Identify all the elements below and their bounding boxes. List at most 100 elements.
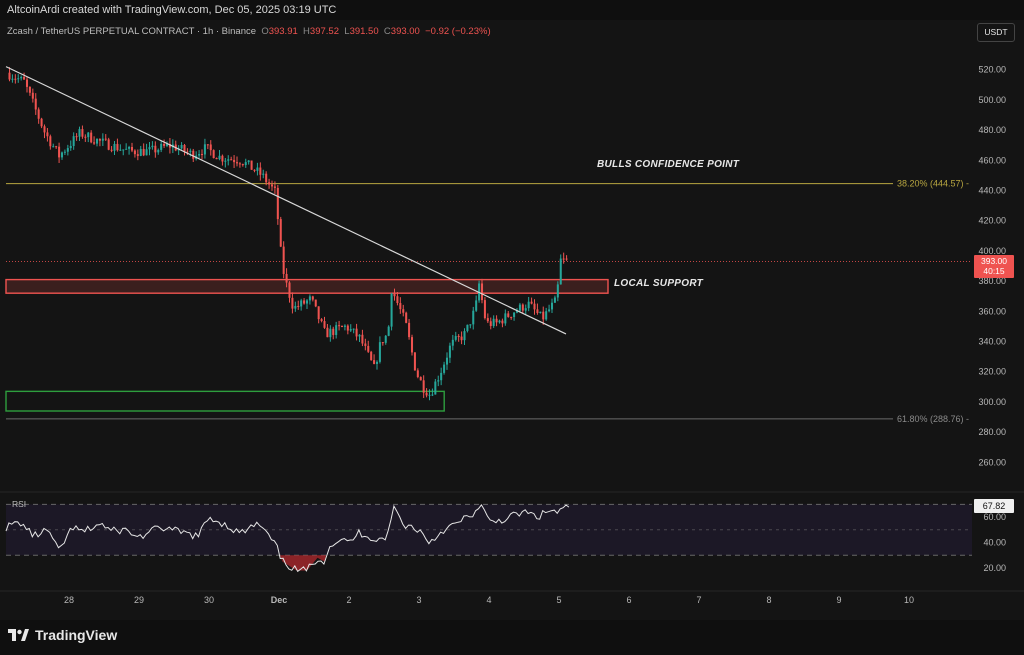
candle-body	[265, 173, 268, 183]
candle-body	[451, 339, 454, 346]
candle-body	[367, 345, 370, 352]
candle-body	[378, 342, 381, 362]
candle-body	[230, 159, 233, 161]
candle-body	[224, 160, 227, 162]
candle-body	[402, 309, 405, 313]
candle-body	[288, 282, 291, 298]
candle-body	[189, 150, 192, 152]
time-tick-label: 4	[486, 595, 491, 605]
candle-body	[332, 328, 335, 335]
candle-body	[527, 301, 530, 309]
price-tick-label: 500.00	[978, 95, 1006, 105]
candle-body	[192, 150, 195, 159]
footer: TradingView	[0, 620, 1024, 655]
candle-body	[550, 302, 554, 310]
last-price-tag: 393.00 40:15	[974, 255, 1014, 278]
candle-body	[133, 150, 136, 155]
candle-body	[513, 312, 516, 317]
descending-trendline	[5, 66, 567, 335]
candle-body	[90, 132, 93, 143]
candle-body	[396, 296, 399, 304]
candle-body	[25, 79, 29, 87]
candle-body	[521, 304, 524, 311]
tradingview-logo[interactable]: TradingView	[8, 625, 117, 645]
symbol-name: Zcash / TetherUS PERPETUAL CONTRACT · 1h…	[7, 26, 257, 37]
local-support-zone	[5, 278, 609, 294]
rsi-pane-label: RSI	[12, 499, 27, 509]
candle-body	[545, 311, 548, 320]
candle-body	[463, 331, 466, 341]
candle-body	[317, 306, 320, 320]
candle-body	[326, 327, 329, 338]
candle-body	[154, 145, 157, 153]
price-tick-label: 300.00	[978, 397, 1006, 407]
price-tick-label: 440.00	[978, 185, 1006, 195]
candle-body	[113, 143, 116, 151]
time-tick-label: 8	[766, 595, 771, 605]
candle-body	[98, 138, 101, 141]
candle-body	[186, 151, 189, 153]
candle-body	[425, 392, 428, 396]
candle-body	[294, 305, 297, 309]
symbol-legend: Zcash / TetherUS PERPETUAL CONTRACT · 1h…	[7, 26, 491, 37]
price-chart[interactable]: 260.00280.00300.00320.00340.00360.00380.…	[0, 20, 1024, 620]
candle-body	[480, 283, 484, 301]
price-tick-label: 460.00	[978, 155, 1006, 165]
bar-countdown: 40:15	[983, 266, 1005, 276]
open-value: 393.91	[268, 26, 298, 37]
candle-body	[346, 325, 349, 331]
candle-body	[393, 293, 396, 297]
candle-body	[37, 109, 40, 119]
candle-body	[250, 160, 253, 170]
candle-body	[238, 163, 241, 165]
candle-body	[168, 143, 171, 148]
candle-body	[17, 78, 20, 80]
candle-body	[60, 152, 64, 158]
candle-body	[273, 186, 276, 188]
candle-body	[323, 321, 326, 328]
candle-body	[212, 150, 215, 158]
candle-body	[536, 309, 539, 313]
candle-body	[46, 132, 49, 137]
candle-body	[87, 132, 90, 138]
price-tick-label: 340.00	[978, 337, 1006, 347]
candle-body	[221, 155, 224, 162]
candle-body	[34, 98, 37, 110]
price-tick-label: 360.00	[978, 306, 1006, 316]
candle-body	[314, 299, 317, 307]
candle-body	[553, 297, 556, 303]
candle-body	[370, 351, 373, 361]
candle-body	[492, 318, 495, 326]
last-price-value: 393.00	[981, 256, 1007, 266]
candle-body	[510, 316, 513, 318]
candle-body	[352, 328, 355, 330]
candle-body	[311, 296, 314, 300]
bulls-confidence-label: BULLS CONFIDENCE POINT	[597, 159, 740, 170]
time-tick-label: 10	[904, 595, 914, 605]
candle-body	[533, 303, 536, 310]
candle-body	[209, 144, 212, 151]
candle-body	[440, 372, 443, 381]
candle-body	[469, 324, 472, 326]
candle-body	[390, 293, 393, 327]
candle-body	[227, 159, 230, 161]
rsi-line	[5, 504, 570, 573]
time-tick-label: 6	[626, 595, 631, 605]
candle-body	[93, 142, 96, 144]
candle-body	[160, 143, 163, 150]
time-tick-label: 28	[64, 595, 74, 605]
chart-pane[interactable]: 260.00 280.00 300.00 320.00 340.00 360.00 380.…	[0, 20, 1024, 620]
candle-body	[443, 364, 446, 373]
price-tick-label: 280.00	[978, 427, 1006, 437]
candle-body	[364, 343, 367, 346]
candle-body	[125, 148, 128, 150]
candle-body	[437, 380, 440, 382]
price-tick-label: 260.00	[978, 457, 1006, 467]
candle-body	[515, 310, 519, 313]
currency-button[interactable]: USDT	[977, 23, 1015, 42]
candle-body	[28, 86, 31, 93]
candle-body	[20, 76, 23, 79]
candle-body	[104, 138, 107, 140]
price-tick-label: 480.00	[978, 125, 1006, 135]
candle-body	[72, 136, 75, 146]
